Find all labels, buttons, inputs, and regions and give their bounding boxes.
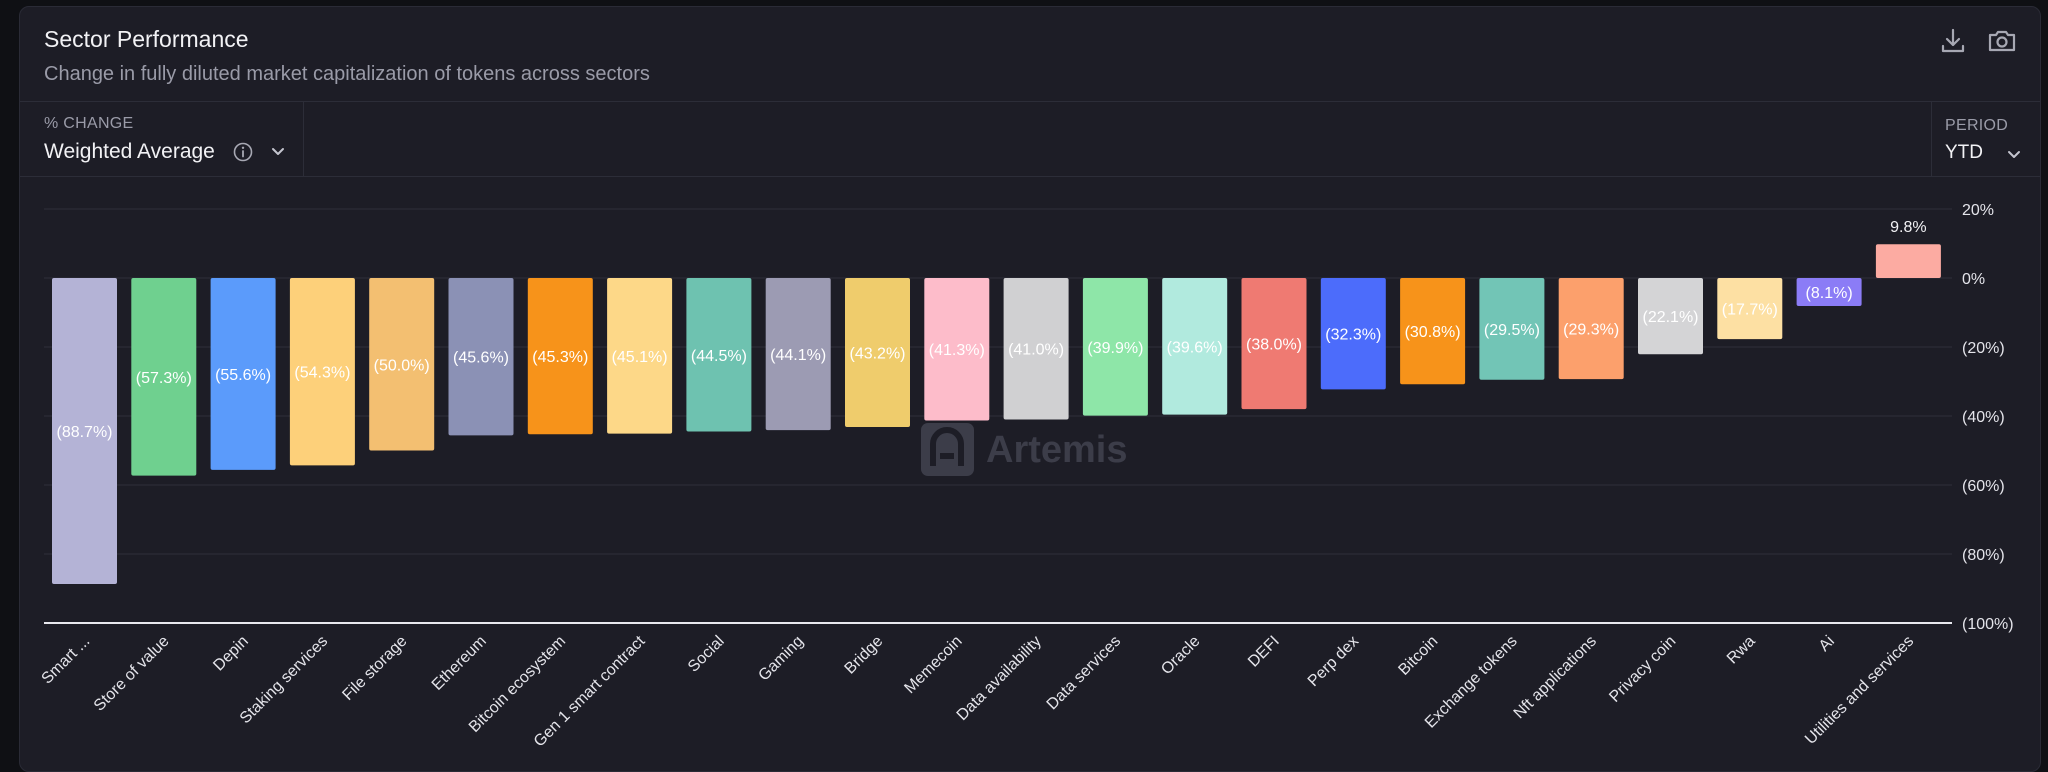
bar[interactable] — [1875, 244, 1941, 278]
data-label: (50.0%) — [374, 357, 430, 374]
data-label: (45.3%) — [532, 349, 588, 366]
x-tick-label: Ai — [1816, 633, 1838, 655]
bar[interactable] — [765, 278, 831, 431]
x-tick-label: Bridge — [842, 633, 887, 678]
grid-layer: 20% 0% (20%) (40%) (60%) (80%) (100%) — [44, 202, 2014, 633]
bar[interactable] — [131, 278, 197, 476]
x-tick-label: Staking services — [237, 633, 331, 727]
chevron-down-icon[interactable] — [268, 141, 288, 161]
bar[interactable] — [1638, 278, 1703, 355]
period-label: PERIOD — [1945, 117, 2009, 134]
bar[interactable] — [1241, 278, 1307, 410]
bar[interactable] — [1320, 278, 1386, 390]
x-tick-label: Nft applications — [1511, 633, 1600, 722]
bar[interactable] — [1796, 278, 1862, 306]
header-divider — [20, 101, 2040, 102]
data-label: (88.7%) — [56, 424, 112, 441]
download-button[interactable] — [1936, 24, 1970, 58]
data-label: (44.5%) — [691, 348, 747, 365]
period-divider — [1931, 101, 1932, 176]
bar[interactable] — [686, 278, 752, 432]
x-tick-label: Depin — [210, 633, 252, 675]
metric-divider — [303, 101, 304, 176]
x-tick-label: Privacy coin — [1606, 633, 1679, 706]
x-tick-label: Smart ... — [39, 633, 94, 688]
bar[interactable] — [845, 278, 910, 428]
camera-icon — [1988, 30, 2016, 52]
x-tick-label: Rwa — [1724, 633, 1759, 668]
x-tick-label: Gaming — [755, 633, 807, 685]
x-tick-label: DEFI — [1245, 633, 1283, 671]
data-label: (17.7%) — [1722, 302, 1778, 319]
bar[interactable] — [210, 278, 276, 470]
x-tick-label: Data services — [1044, 633, 1125, 714]
y-tick-label: (20%) — [1962, 340, 2005, 357]
bar[interactable] — [1400, 278, 1466, 385]
screenshot-button[interactable] — [1985, 24, 2019, 58]
x-tick-label: Oracle — [1158, 633, 1203, 678]
data-label: (41.3%) — [929, 342, 985, 359]
watermark-logo-glyph — [930, 427, 964, 466]
data-label: (54.3%) — [294, 365, 350, 382]
metric-value: Weighted Average — [44, 140, 215, 163]
y-tick-label: (100%) — [1962, 616, 2014, 633]
data-label: (30.8%) — [1405, 324, 1461, 341]
bar[interactable] — [289, 278, 355, 466]
data-label: (39.6%) — [1167, 339, 1223, 356]
bar[interactable] — [448, 278, 514, 436]
data-label: (45.1%) — [612, 349, 668, 366]
data-label: (29.3%) — [1563, 322, 1619, 339]
y-tick-label: 20% — [1962, 202, 1994, 219]
x-tick-label: Store of value — [91, 633, 173, 715]
data-label: (44.1%) — [770, 347, 826, 364]
data-label: (45.6%) — [453, 350, 509, 367]
data-label: 9.8% — [1890, 219, 1926, 236]
page-title: Sector Performance — [44, 26, 249, 52]
data-label: (8.1%) — [1806, 285, 1853, 302]
data-label: (57.3%) — [136, 370, 192, 387]
info-icon[interactable] — [232, 141, 254, 163]
watermark: Artemis — [921, 423, 1128, 476]
x-tick-label: Ethereum — [429, 633, 490, 694]
y-tick-label: 0% — [1962, 271, 1985, 288]
period-chevron-down-icon[interactable] — [2004, 144, 2024, 164]
bar[interactable] — [1003, 278, 1069, 420]
bar[interactable] — [1717, 278, 1783, 340]
bar[interactable] — [607, 278, 673, 434]
data-label: (41.0%) — [1008, 342, 1064, 359]
data-label: (29.5%) — [1484, 322, 1540, 339]
x-tick-label: Perp dex — [1305, 633, 1362, 690]
period-value: YTD — [1945, 142, 1983, 163]
data-label: (22.1%) — [1642, 309, 1698, 326]
x-tick-label: Data availability — [954, 633, 1045, 724]
x-tick-label: Social — [685, 633, 728, 676]
bar[interactable] — [1082, 278, 1148, 416]
y-tick-label: (40%) — [1962, 409, 2005, 426]
bar[interactable] — [369, 278, 435, 451]
y-tick-label: (80%) — [1962, 547, 2005, 564]
data-label: (43.2%) — [849, 346, 905, 363]
data-label: (32.3%) — [1325, 327, 1381, 344]
y-tick-label: (60%) — [1962, 478, 2005, 495]
bars-layer — [52, 244, 1941, 585]
data-label: (38.0%) — [1246, 337, 1302, 354]
bar[interactable] — [924, 278, 990, 421]
x-tick-label: Memecoin — [901, 633, 965, 697]
metric-label: % CHANGE — [44, 115, 134, 132]
x-tick-label: Bitcoin — [1395, 633, 1441, 679]
bar[interactable] — [1479, 278, 1545, 380]
bar[interactable] — [1558, 278, 1624, 380]
watermark-text: Artemis — [986, 429, 1128, 471]
controls-divider — [20, 176, 2040, 177]
x-tick-label: Utilities and services — [1802, 633, 1917, 748]
bar[interactable] — [527, 278, 593, 435]
bar[interactable] — [1162, 278, 1228, 415]
page-subtitle: Change in fully diluted market capitaliz… — [44, 63, 650, 85]
data-label: (39.9%) — [1087, 340, 1143, 357]
x-tick-label: File storage — [339, 633, 410, 704]
bar[interactable] — [52, 278, 117, 585]
data-label: (55.6%) — [215, 367, 271, 384]
download-icon — [1941, 28, 1965, 53]
